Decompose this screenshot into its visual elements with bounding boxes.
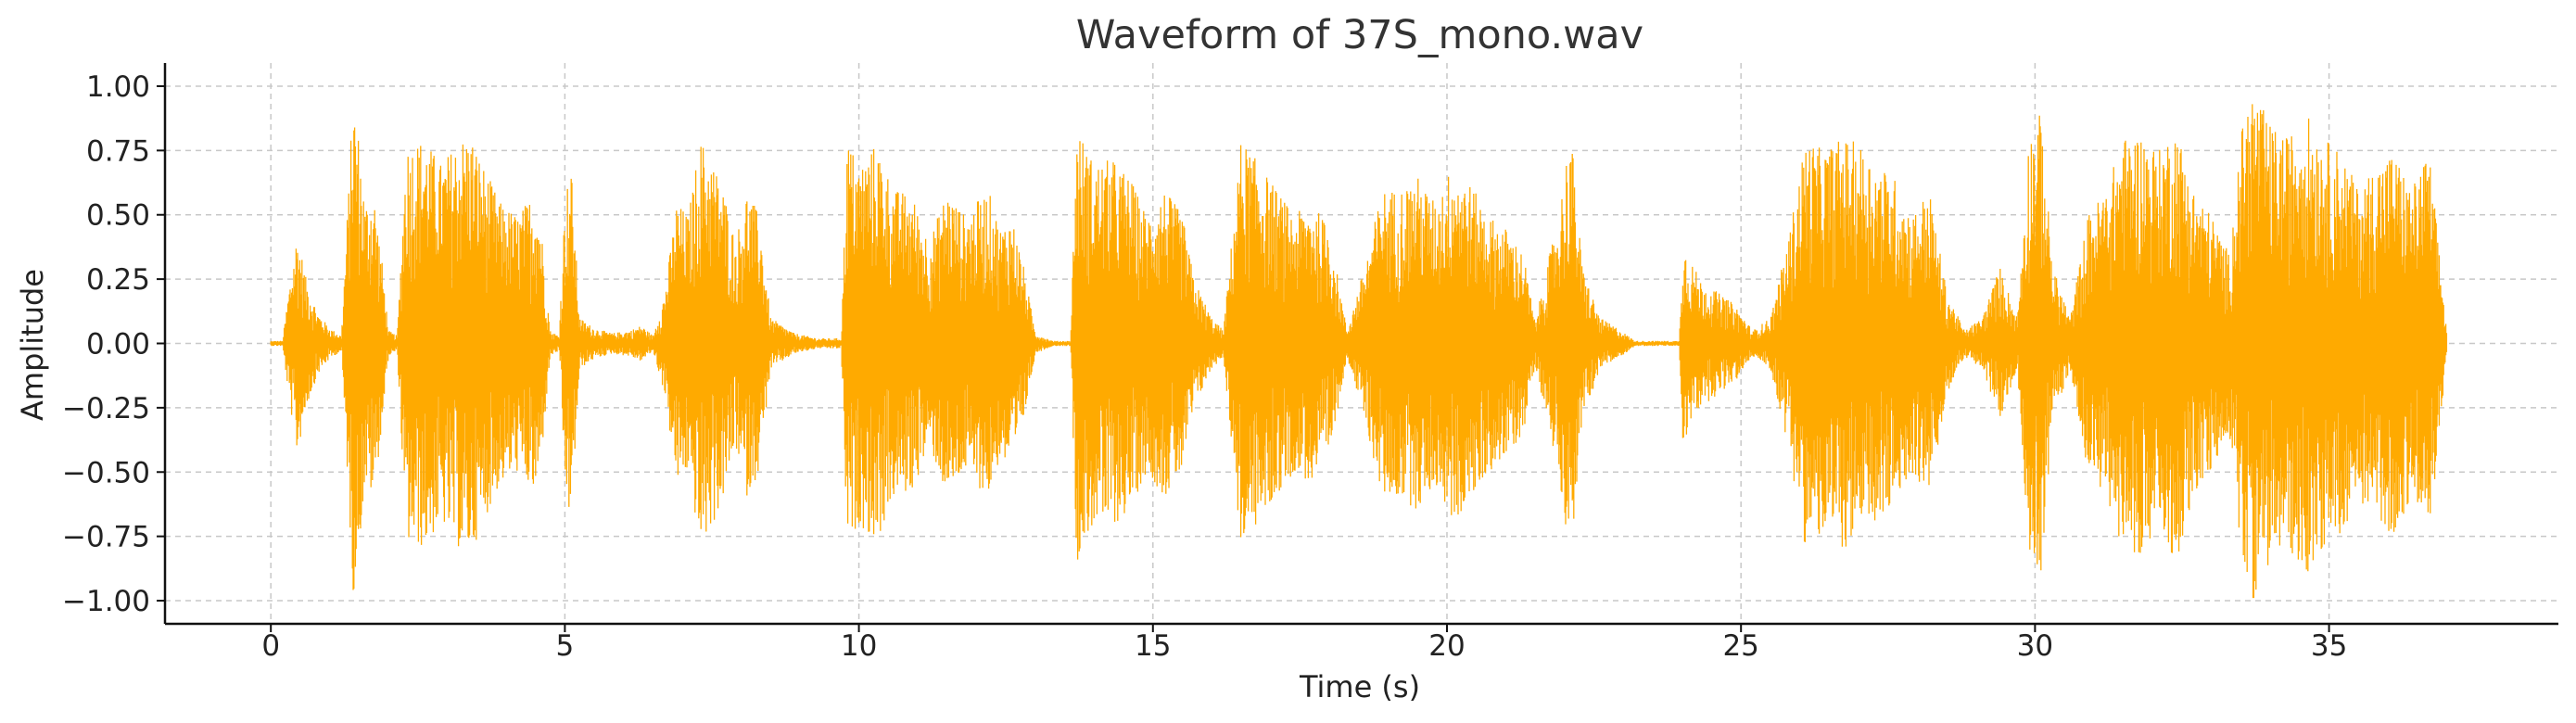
x-ticks: 0 5 10 15 20 25 30 35 bbox=[261, 624, 2347, 663]
x-tick-label: 5 bbox=[556, 629, 575, 663]
y-tick-label: −1.00 bbox=[62, 585, 150, 618]
waveform-series bbox=[270, 104, 2448, 599]
y-axis-label: Amplitude bbox=[15, 269, 50, 421]
y-tick-label: 0.75 bbox=[86, 134, 150, 168]
y-tick-label: −0.25 bbox=[62, 392, 150, 425]
x-tick-label: 10 bbox=[841, 629, 877, 663]
x-tick-label: 15 bbox=[1135, 629, 1171, 663]
x-tick-label: 30 bbox=[2017, 629, 2053, 663]
x-tick-label: 25 bbox=[1722, 629, 1758, 663]
y-tick-label: −0.50 bbox=[62, 456, 150, 489]
y-tick-label: 0.00 bbox=[86, 328, 150, 362]
y-tick-label: −0.75 bbox=[62, 521, 150, 554]
x-tick-label: 20 bbox=[1428, 629, 1465, 663]
y-tick-label: 0.50 bbox=[86, 199, 150, 233]
x-axis-label: Time (s) bbox=[1299, 669, 1420, 704]
chart-title: Waveform of 37S_mono.wav bbox=[1076, 12, 1643, 58]
x-tick-label: 0 bbox=[261, 629, 280, 663]
y-tick-label: 1.00 bbox=[86, 70, 150, 104]
y-ticks: 1.00 0.75 0.50 0.25 0.00 −0.25 −0.50 −0.75 −1.00 bbox=[62, 70, 165, 618]
waveform-path bbox=[270, 104, 2448, 599]
y-tick-label: 0.25 bbox=[86, 263, 150, 297]
x-tick-label: 35 bbox=[2311, 629, 2347, 663]
